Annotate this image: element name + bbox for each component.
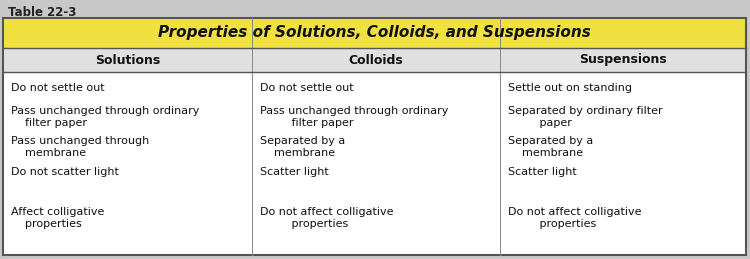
Text: Do not affect colligative
         properties: Do not affect colligative properties (260, 207, 394, 229)
Text: Separated by ordinary filter
         paper: Separated by ordinary filter paper (508, 106, 663, 128)
Text: Separated by a
    membrane: Separated by a membrane (508, 135, 593, 157)
Text: Scatter light: Scatter light (508, 167, 577, 177)
Text: Do not settle out: Do not settle out (11, 83, 104, 93)
Text: Do not scatter light: Do not scatter light (11, 167, 119, 177)
Text: Properties of Solutions, Colloids, and Suspensions: Properties of Solutions, Colloids, and S… (158, 25, 591, 40)
Text: Suspensions: Suspensions (579, 54, 667, 67)
Text: Pass unchanged through
    membrane: Pass unchanged through membrane (11, 135, 149, 157)
Text: Pass unchanged through ordinary
    filter paper: Pass unchanged through ordinary filter p… (11, 106, 200, 128)
Text: Affect colligative
    properties: Affect colligative properties (11, 207, 104, 229)
Text: Do not settle out: Do not settle out (260, 83, 354, 93)
Text: Colloids: Colloids (349, 54, 404, 67)
Text: Settle out on standing: Settle out on standing (508, 83, 632, 93)
Bar (3, 72, 746, 255)
Bar (3, 18, 746, 48)
Text: Pass unchanged through ordinary
         filter paper: Pass unchanged through ordinary filter p… (260, 106, 448, 128)
Text: Separated by a
    membrane: Separated by a membrane (260, 135, 345, 157)
Text: Table 22-3: Table 22-3 (8, 6, 76, 19)
Text: Do not affect colligative
         properties: Do not affect colligative properties (508, 207, 641, 229)
Text: Solutions: Solutions (94, 54, 160, 67)
Text: Scatter light: Scatter light (260, 167, 328, 177)
Bar (3, 48, 746, 72)
